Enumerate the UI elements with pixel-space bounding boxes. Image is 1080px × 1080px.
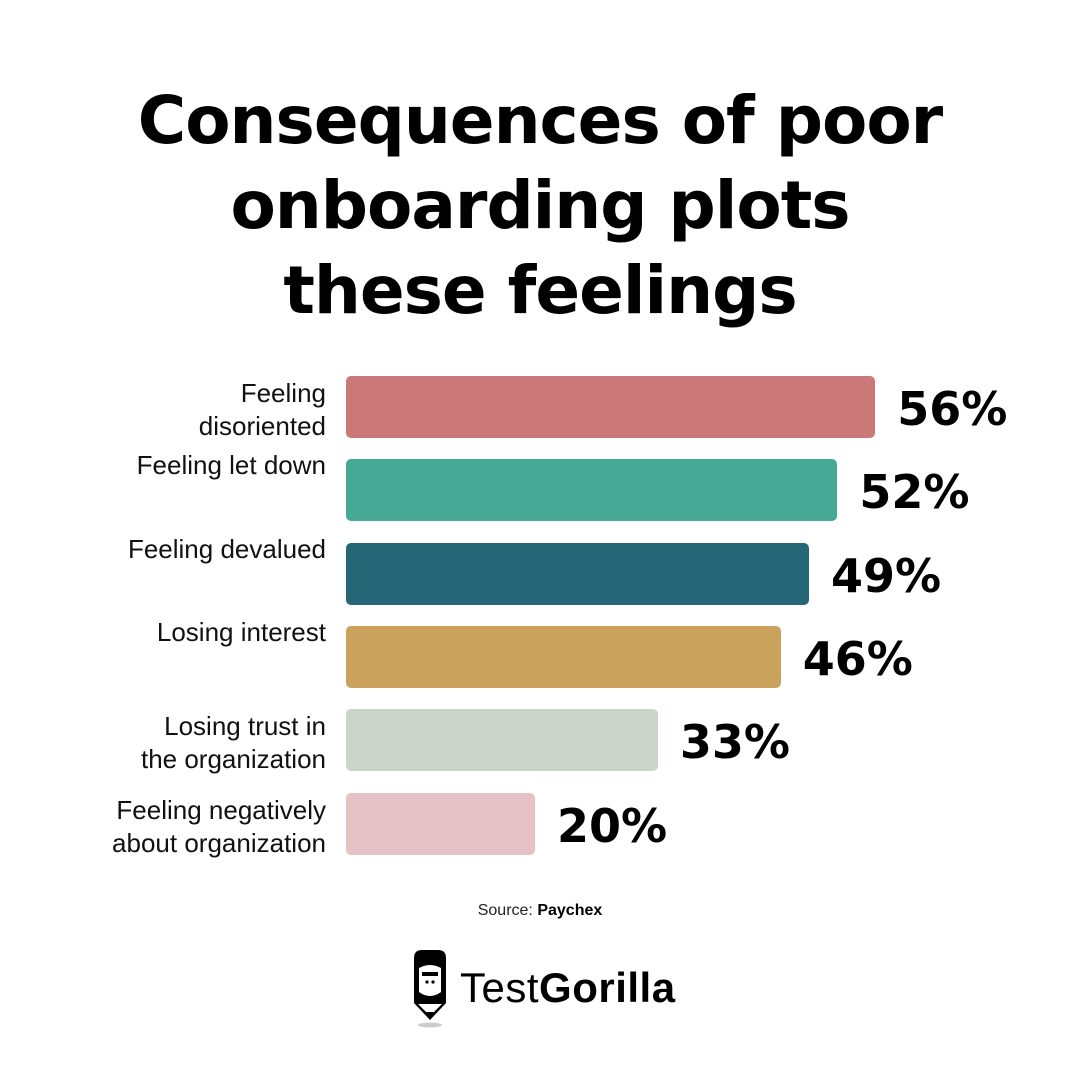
category-label: Feeling let down — [26, 449, 326, 482]
category-label-line: Feeling negatively — [116, 794, 326, 825]
bar — [346, 542, 810, 605]
category-label-line: the organization — [140, 744, 326, 775]
value-label: 56% — [897, 382, 1008, 436]
bar — [346, 376, 876, 438]
category-label-line: Feeling — [240, 378, 326, 408]
title-line: Consequences of poor — [137, 82, 943, 159]
source-name: Paychex — [537, 902, 603, 919]
category-label-line: disoriented — [198, 411, 326, 441]
category-label: Feeling devalued — [26, 533, 326, 566]
value-label: 46% — [802, 631, 913, 686]
category-label: Losing trust in the organization — [26, 710, 326, 776]
bar — [346, 625, 781, 688]
category-label: Feeling negatively about organization — [26, 794, 326, 860]
category-label-line: about organization — [112, 827, 326, 858]
category-label-line: Feeling let down — [136, 450, 326, 481]
testgorilla-logo: TestGorilla — [410, 948, 676, 1028]
value-label: 49% — [831, 548, 942, 603]
category-label-line: Losing interest — [156, 616, 326, 647]
category-label: Feeling disoriented — [26, 377, 326, 443]
gorilla-pencil-icon — [414, 950, 446, 1028]
chart-title: Consequences of poor onboarding plots th… — [0, 78, 1080, 333]
value-label: 20% — [557, 798, 668, 853]
category-label-line: Feeling devalued — [127, 533, 326, 564]
category-label: Losing interest — [26, 616, 326, 649]
source-note: Source: Paychex — [0, 902, 1080, 920]
source-prefix: Source: — [477, 902, 533, 919]
title-line: these feelings — [283, 252, 797, 329]
title-line: onboarding plots — [230, 167, 850, 244]
value-label: 33% — [679, 715, 790, 770]
logo-text: TestGorilla — [460, 964, 676, 1011]
bar — [346, 792, 535, 855]
bar — [346, 709, 658, 772]
category-label-line: Losing trust in — [164, 711, 326, 742]
bar — [346, 459, 838, 522]
value-label: 52% — [859, 465, 970, 520]
